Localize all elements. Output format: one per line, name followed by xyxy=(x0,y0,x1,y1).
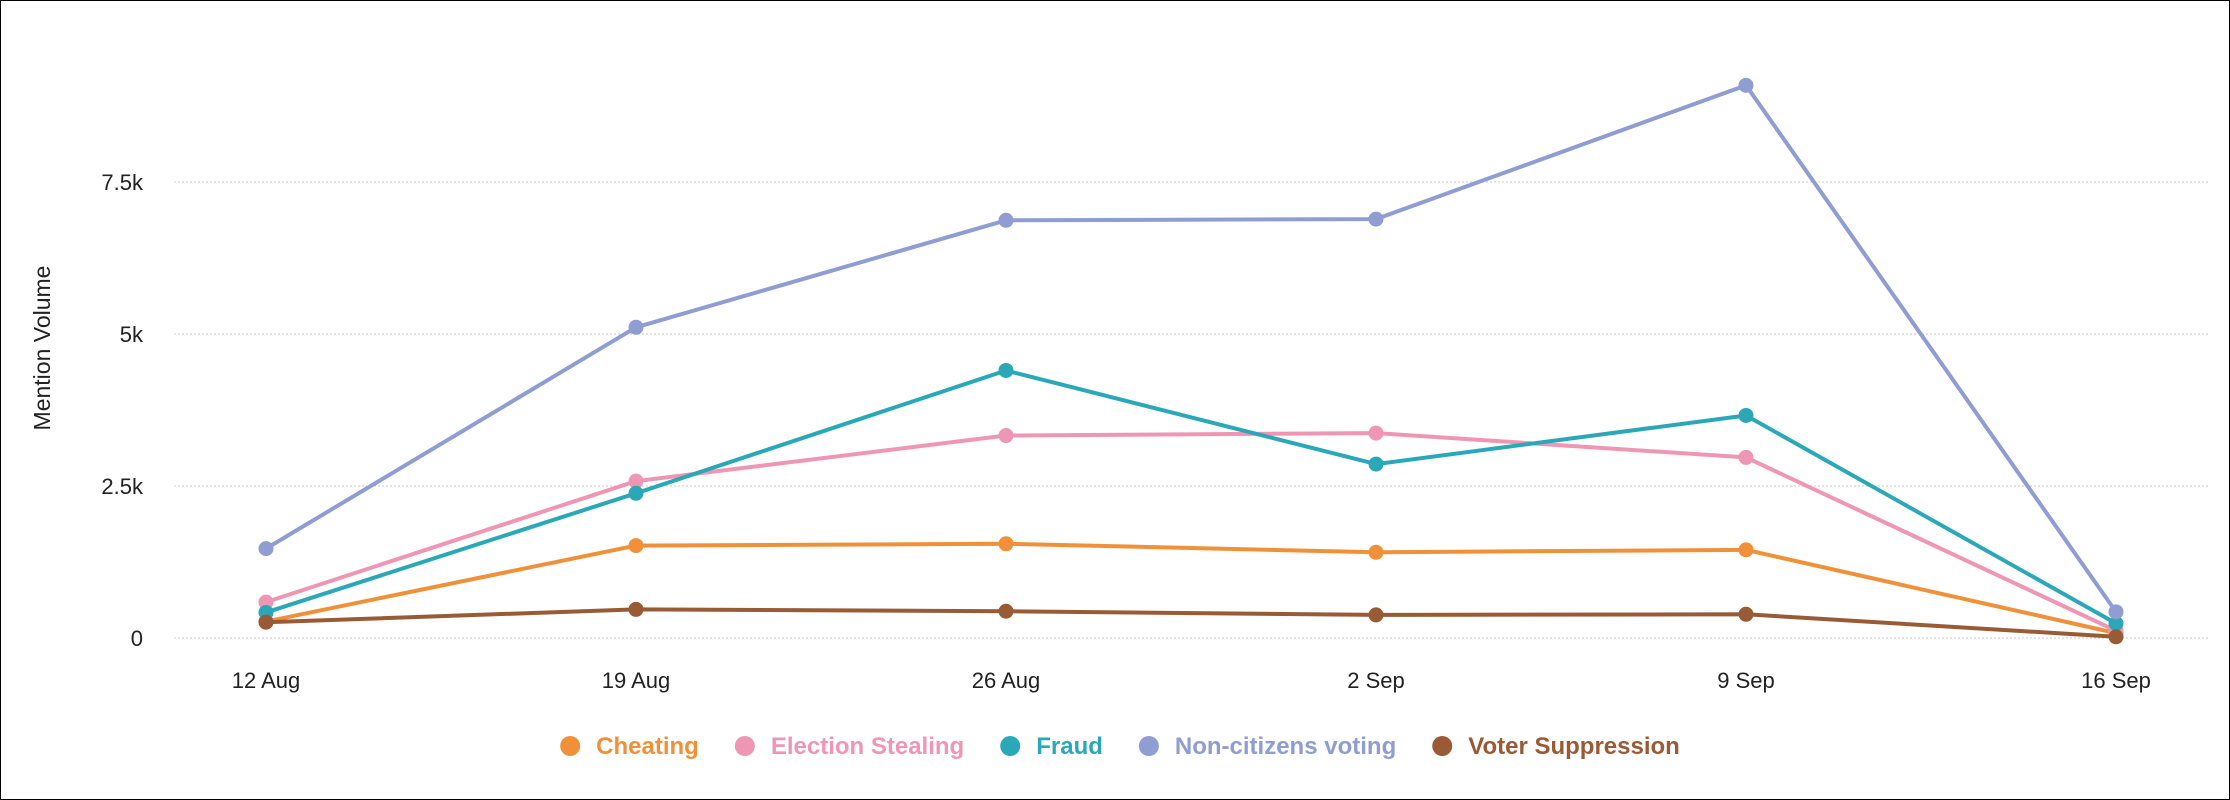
data-point-non-citizens-voting[interactable] xyxy=(2108,604,2124,620)
y-tick-label: 5k xyxy=(120,322,144,347)
x-tick-label: 26 Aug xyxy=(972,668,1041,693)
y-axis-tick-labels: 0 2.5k 5k 7.5k xyxy=(101,170,144,651)
data-point-voter-suppression[interactable] xyxy=(2108,629,2124,645)
legend-label: Voter Suppression xyxy=(1468,733,1680,760)
legend-item-non-citizens-voting[interactable]: Non-citizens voting xyxy=(1138,733,1396,760)
series-fraud xyxy=(258,362,2124,631)
series-line-voter-suppression xyxy=(264,607,2118,639)
legend-marker xyxy=(1432,736,1453,756)
y-tick-label: 0 xyxy=(131,626,143,651)
data-point-voter-suppression[interactable] xyxy=(998,603,1014,619)
legend-item-fraud[interactable]: Fraud xyxy=(1000,733,1103,760)
data-point-non-citizens-voting[interactable] xyxy=(998,212,1014,228)
series-line-non-citizens-voting xyxy=(264,83,2118,614)
data-point-election-stealing[interactable] xyxy=(998,428,1014,444)
data-point-fraud[interactable] xyxy=(628,485,644,501)
data-point-election-stealing[interactable] xyxy=(258,594,274,610)
legend-marker xyxy=(560,736,581,756)
series-election-stealing xyxy=(258,425,2124,639)
data-point-voter-suppression[interactable] xyxy=(1738,606,1754,622)
series-line-fraud xyxy=(264,368,2118,626)
x-tick-label: 12 Aug xyxy=(232,668,301,693)
data-point-non-citizens-voting[interactable] xyxy=(628,319,644,335)
series-line-cheating xyxy=(264,541,2118,636)
legend-item-voter-suppression[interactable]: Voter Suppression xyxy=(1432,733,1680,760)
y-axis-title: Mention Volume xyxy=(29,266,55,431)
series-line-election-stealing xyxy=(264,431,2118,633)
x-tick-label: 16 Sep xyxy=(2081,668,2151,693)
legend: Cheating Election Stealing Fraud Non-citize… xyxy=(560,733,1680,760)
legend-item-election-stealing[interactable]: Election Stealing xyxy=(734,733,964,760)
data-point-voter-suppression[interactable] xyxy=(628,601,644,617)
grid-layer xyxy=(174,181,2210,639)
data-point-cheating[interactable] xyxy=(628,538,644,554)
legend-label: Non-citizens voting xyxy=(1175,733,1396,760)
data-point-fraud[interactable] xyxy=(1738,407,1754,423)
data-point-non-citizens-voting[interactable] xyxy=(1738,77,1754,93)
legend-marker xyxy=(1000,736,1021,756)
data-point-cheating[interactable] xyxy=(1738,542,1754,558)
data-point-cheating[interactable] xyxy=(1368,544,1384,560)
x-tick-label: 19 Aug xyxy=(602,668,671,693)
y-tick-label: 2.5k xyxy=(101,474,144,499)
data-point-cheating[interactable] xyxy=(998,536,1014,552)
data-point-voter-suppression[interactable] xyxy=(1368,607,1384,623)
series-voter-suppression xyxy=(258,601,2124,645)
series-layer xyxy=(258,77,2124,645)
series-cheating xyxy=(258,536,2124,641)
data-point-election-stealing[interactable] xyxy=(1368,425,1384,441)
legend-label: Fraud xyxy=(1036,733,1103,760)
data-point-voter-suppression[interactable] xyxy=(258,614,274,630)
data-point-election-stealing[interactable] xyxy=(1738,449,1754,465)
series-non-citizens-voting xyxy=(258,77,2124,620)
legend-label: Election Stealing xyxy=(771,733,964,760)
data-point-non-citizens-voting[interactable] xyxy=(258,541,274,557)
data-point-non-citizens-voting[interactable] xyxy=(1368,211,1384,227)
legend-label: Cheating xyxy=(596,733,699,760)
legend-marker xyxy=(734,736,755,756)
legend-marker xyxy=(1138,736,1159,756)
x-axis-tick-labels: 12 Aug 19 Aug 26 Aug 2 Sep 9 Sep 16 Sep xyxy=(232,668,2151,693)
x-tick-label: 9 Sep xyxy=(1717,668,1775,693)
y-tick-label: 7.5k xyxy=(101,170,144,195)
data-point-election-stealing[interactable] xyxy=(628,473,644,489)
legend-item-cheating[interactable]: Cheating xyxy=(560,733,699,760)
data-point-fraud[interactable] xyxy=(2108,615,2124,631)
data-point-fraud[interactable] xyxy=(1368,456,1384,472)
x-tick-label: 2 Sep xyxy=(1347,668,1405,693)
data-point-fraud[interactable] xyxy=(998,362,1014,378)
